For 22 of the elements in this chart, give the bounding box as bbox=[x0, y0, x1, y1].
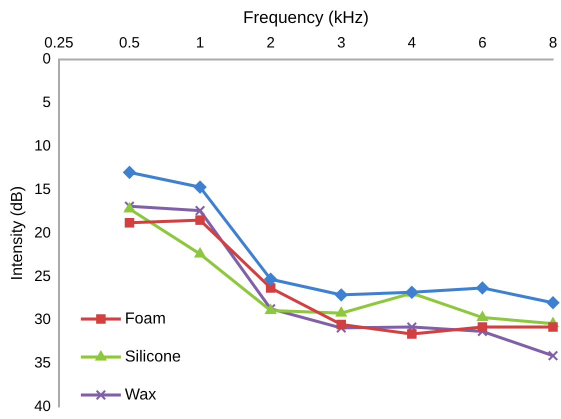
y-tick-label: 40 bbox=[34, 398, 51, 416]
x-tick-label: 0.25 bbox=[44, 34, 74, 52]
y-tick-label: 10 bbox=[34, 137, 51, 154]
x-tick-label: 4 bbox=[408, 34, 416, 52]
x-tick-label: 3 bbox=[337, 34, 346, 52]
legend-label: Foam bbox=[124, 310, 166, 328]
x-tick-label: 0.5 bbox=[119, 34, 140, 52]
y-tick-label: 5 bbox=[42, 94, 51, 111]
y-tick-label: 20 bbox=[34, 224, 51, 242]
y-tick-label: 0 bbox=[42, 50, 51, 68]
y-tick-label: 15 bbox=[34, 180, 51, 198]
x-tick-label: 6 bbox=[478, 34, 487, 52]
y-tick-label: 25 bbox=[34, 268, 51, 285]
x-tick-label: 8 bbox=[548, 34, 558, 52]
x-tick-label: 1 bbox=[196, 34, 204, 52]
y-axis-title: Intensity (dB) bbox=[9, 186, 26, 280]
x-tick-label: 2 bbox=[266, 34, 275, 52]
y-tick-label: 35 bbox=[34, 354, 51, 372]
legend-label: Silicone bbox=[124, 348, 182, 366]
x-axis-title: Frequency (kHz) bbox=[243, 8, 369, 27]
legend-label: Wax bbox=[124, 386, 156, 404]
y-tick-label: 30 bbox=[34, 311, 51, 328]
